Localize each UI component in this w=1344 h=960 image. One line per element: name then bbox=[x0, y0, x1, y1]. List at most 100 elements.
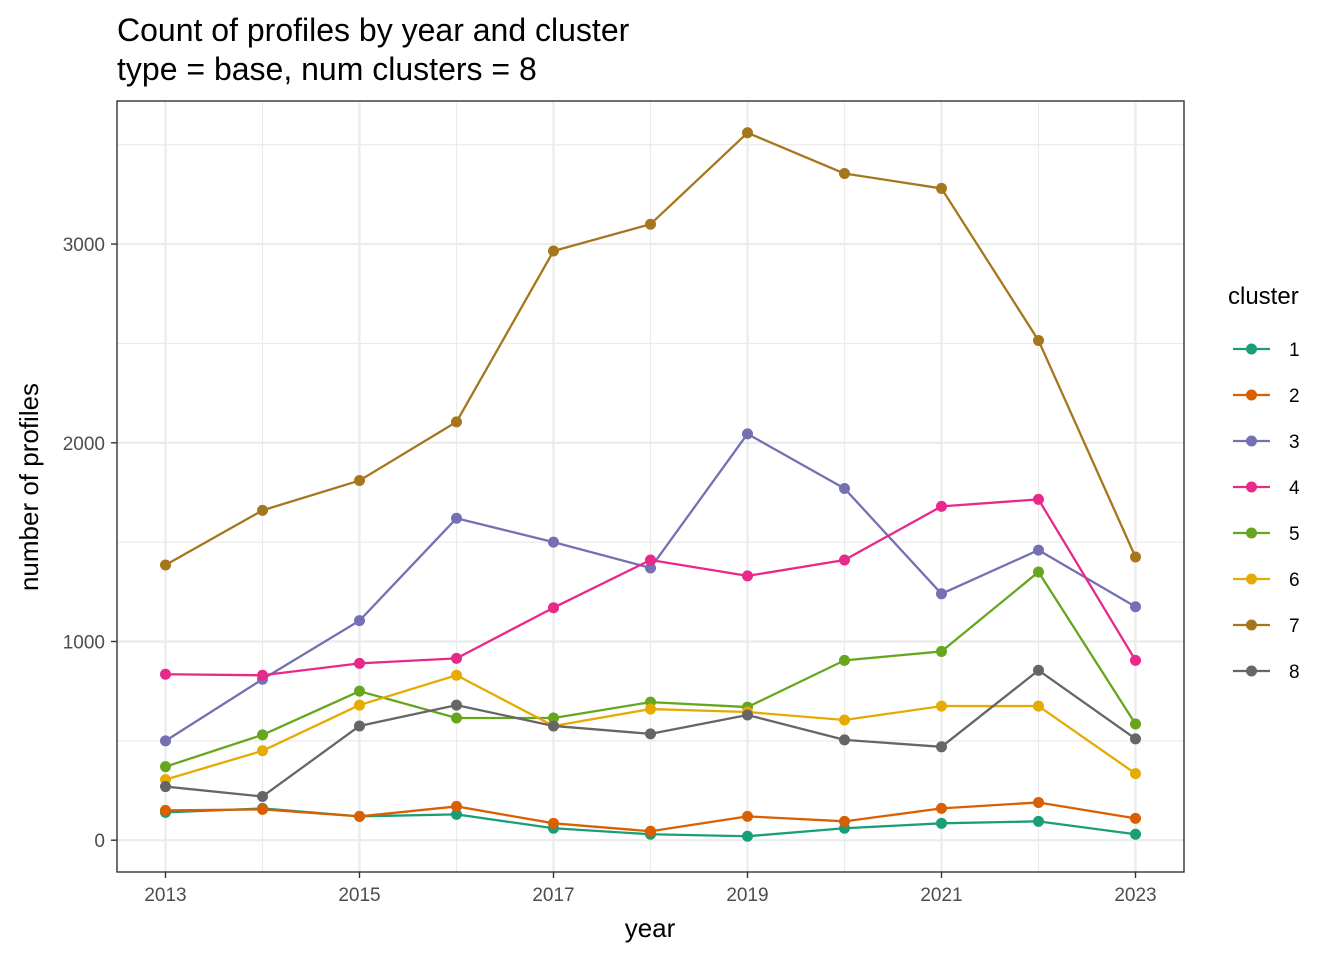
legend-items: 1 2 3 4 5 6 7 8 bbox=[1233, 340, 1300, 683]
plot-panel bbox=[116, 100, 1185, 873]
data-point bbox=[257, 803, 268, 815]
legend-label: 8 bbox=[1289, 662, 1300, 683]
data-point bbox=[354, 475, 365, 487]
x-tick-label: 2019 bbox=[726, 885, 768, 906]
data-point bbox=[1130, 768, 1141, 780]
legend-item-4: 4 bbox=[1233, 478, 1300, 499]
legend-item-8: 8 bbox=[1233, 662, 1300, 683]
data-point bbox=[1033, 493, 1044, 505]
data-point bbox=[548, 817, 559, 829]
data-point bbox=[645, 554, 656, 566]
data-point bbox=[936, 802, 947, 814]
data-point bbox=[742, 570, 753, 582]
data-point bbox=[548, 720, 559, 732]
legend-point bbox=[1246, 573, 1257, 585]
y-tick-label: 0 bbox=[94, 831, 105, 852]
data-point bbox=[1033, 566, 1044, 578]
data-point bbox=[257, 669, 268, 681]
data-point bbox=[257, 745, 268, 757]
data-point bbox=[548, 712, 559, 724]
x-tick-label: 2023 bbox=[1114, 885, 1156, 906]
data-point bbox=[1130, 828, 1141, 840]
series-8 bbox=[160, 664, 1141, 802]
data-point bbox=[160, 735, 171, 747]
data-point bbox=[354, 685, 365, 697]
data-point bbox=[936, 182, 947, 194]
data-point bbox=[354, 657, 365, 669]
legend-label: 5 bbox=[1289, 524, 1300, 545]
data-point bbox=[160, 804, 171, 816]
data-point bbox=[839, 734, 850, 746]
data-point bbox=[548, 602, 559, 614]
data-point bbox=[1130, 551, 1141, 563]
data-point bbox=[645, 703, 656, 715]
data-point bbox=[160, 781, 171, 793]
legend-point bbox=[1246, 435, 1257, 447]
data-point bbox=[451, 669, 462, 681]
data-point bbox=[839, 815, 850, 827]
data-point bbox=[257, 504, 268, 516]
data-point bbox=[742, 810, 753, 822]
data-point bbox=[1033, 700, 1044, 712]
legend-point bbox=[1246, 527, 1257, 539]
y-tick-label: 1000 bbox=[63, 632, 105, 653]
legend-item-6: 6 bbox=[1233, 570, 1300, 591]
data-point bbox=[1033, 796, 1044, 808]
data-point bbox=[742, 709, 753, 721]
data-point bbox=[354, 699, 365, 711]
legend: cluster 1 2 3 4 5 6 7 8 bbox=[1228, 283, 1300, 683]
data-point bbox=[451, 699, 462, 711]
legend-label: 7 bbox=[1289, 616, 1300, 637]
data-point bbox=[1033, 334, 1044, 346]
data-point bbox=[1130, 718, 1141, 730]
data-point bbox=[645, 562, 656, 574]
data-point bbox=[451, 416, 462, 428]
data-point bbox=[548, 245, 559, 257]
legend-label: 4 bbox=[1289, 478, 1300, 499]
data-point bbox=[936, 817, 947, 829]
data-point bbox=[160, 761, 171, 773]
legend-title: cluster bbox=[1228, 283, 1299, 310]
legend-label: 2 bbox=[1289, 386, 1300, 407]
data-point bbox=[1130, 733, 1141, 745]
x-tick-label: 2017 bbox=[532, 885, 574, 906]
legend-item-1: 1 bbox=[1233, 340, 1300, 361]
legend-point bbox=[1246, 343, 1257, 355]
legend-label: 3 bbox=[1289, 432, 1300, 453]
chart-subtitle: type = base, num clusters = 8 bbox=[117, 51, 537, 87]
data-point bbox=[936, 741, 947, 753]
data-point bbox=[354, 810, 365, 822]
data-point bbox=[1130, 601, 1141, 613]
data-point bbox=[451, 800, 462, 812]
data-point bbox=[451, 712, 462, 724]
x-tick-label: 2013 bbox=[144, 885, 186, 906]
data-point bbox=[160, 559, 171, 571]
x-tick-label: 2015 bbox=[338, 885, 380, 906]
data-point bbox=[1033, 544, 1044, 556]
data-point bbox=[839, 654, 850, 666]
data-point bbox=[354, 720, 365, 732]
y-tick-label: 2000 bbox=[63, 434, 105, 455]
data-point bbox=[645, 218, 656, 230]
x-axis: 2013 2015 2017 2019 2021 2023 bbox=[144, 872, 1157, 906]
plot-border bbox=[116, 100, 1185, 873]
data-point bbox=[645, 728, 656, 740]
data-point bbox=[1130, 654, 1141, 666]
data-point bbox=[839, 482, 850, 494]
legend-label: 1 bbox=[1289, 340, 1300, 361]
legend-point bbox=[1246, 481, 1257, 493]
data-point bbox=[548, 536, 559, 548]
data-point bbox=[1033, 815, 1044, 827]
x-axis-title: year bbox=[625, 913, 676, 943]
series-4 bbox=[160, 493, 1141, 681]
data-point bbox=[257, 729, 268, 741]
data-point bbox=[645, 825, 656, 837]
data-point bbox=[742, 830, 753, 842]
data-point bbox=[160, 668, 171, 680]
series-layer bbox=[160, 127, 1141, 842]
legend-item-3: 3 bbox=[1233, 432, 1300, 453]
data-point bbox=[1033, 664, 1044, 676]
series-6 bbox=[160, 669, 1141, 786]
chart-title: Count of profiles by year and cluster bbox=[117, 12, 630, 48]
